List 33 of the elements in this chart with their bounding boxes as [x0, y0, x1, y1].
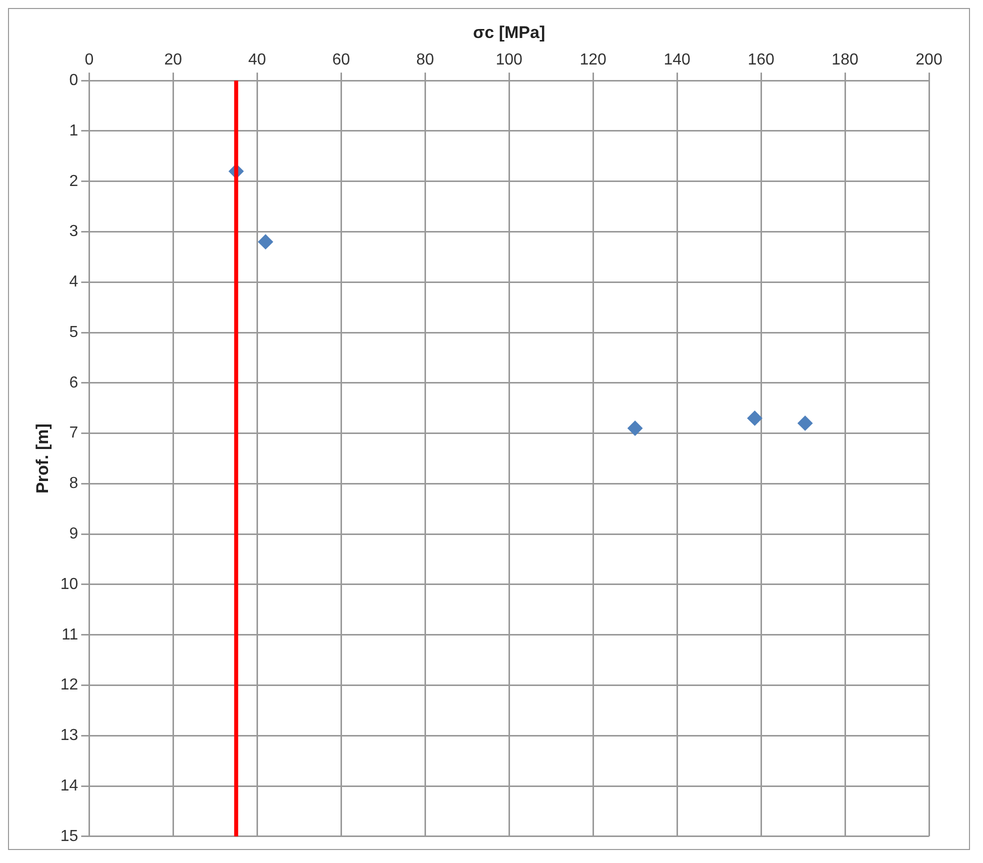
y-axis-title: Prof. [m] [32, 424, 52, 494]
y-tick-label: 5 [69, 324, 78, 341]
x-tick-label: 0 [84, 51, 94, 68]
point [747, 410, 762, 426]
y-tick-label: 8 [69, 475, 78, 492]
y-tick-label: 14 [60, 777, 78, 794]
y-tick-label: 4 [69, 274, 78, 291]
point [628, 420, 643, 436]
x-tick-label: 180 [832, 51, 858, 68]
x-axis-title: σc [MPa] [473, 22, 546, 42]
y-tick-label: 3 [69, 223, 78, 240]
x-tick-label: 140 [664, 51, 691, 68]
x-tick-label: 120 [580, 51, 607, 68]
y-tick-label: 10 [60, 576, 78, 593]
x-tick-label: 200 [916, 51, 942, 68]
y-tick-label: 7 [69, 424, 78, 442]
point [258, 234, 274, 250]
x-tick-label: 80 [416, 51, 434, 68]
x-tick-label: 60 [332, 51, 350, 68]
y-tick-label: 13 [60, 727, 78, 744]
y-tick-label: 6 [69, 374, 78, 392]
y-tick-label: 2 [69, 172, 78, 190]
y-tick-label: 15 [60, 828, 78, 845]
y-tick-label: 12 [60, 676, 78, 694]
y-tick-label: 0 [69, 72, 78, 90]
point [798, 416, 813, 431]
y-tick-label: 9 [69, 525, 78, 542]
x-tick-label: 160 [748, 51, 774, 68]
y-tick-label: 11 [62, 626, 78, 644]
x-tick-label: 20 [164, 51, 182, 68]
y-tick-label: 1 [69, 122, 78, 140]
x-tick-label: 100 [496, 51, 523, 68]
x-tick-label: 40 [248, 51, 266, 68]
